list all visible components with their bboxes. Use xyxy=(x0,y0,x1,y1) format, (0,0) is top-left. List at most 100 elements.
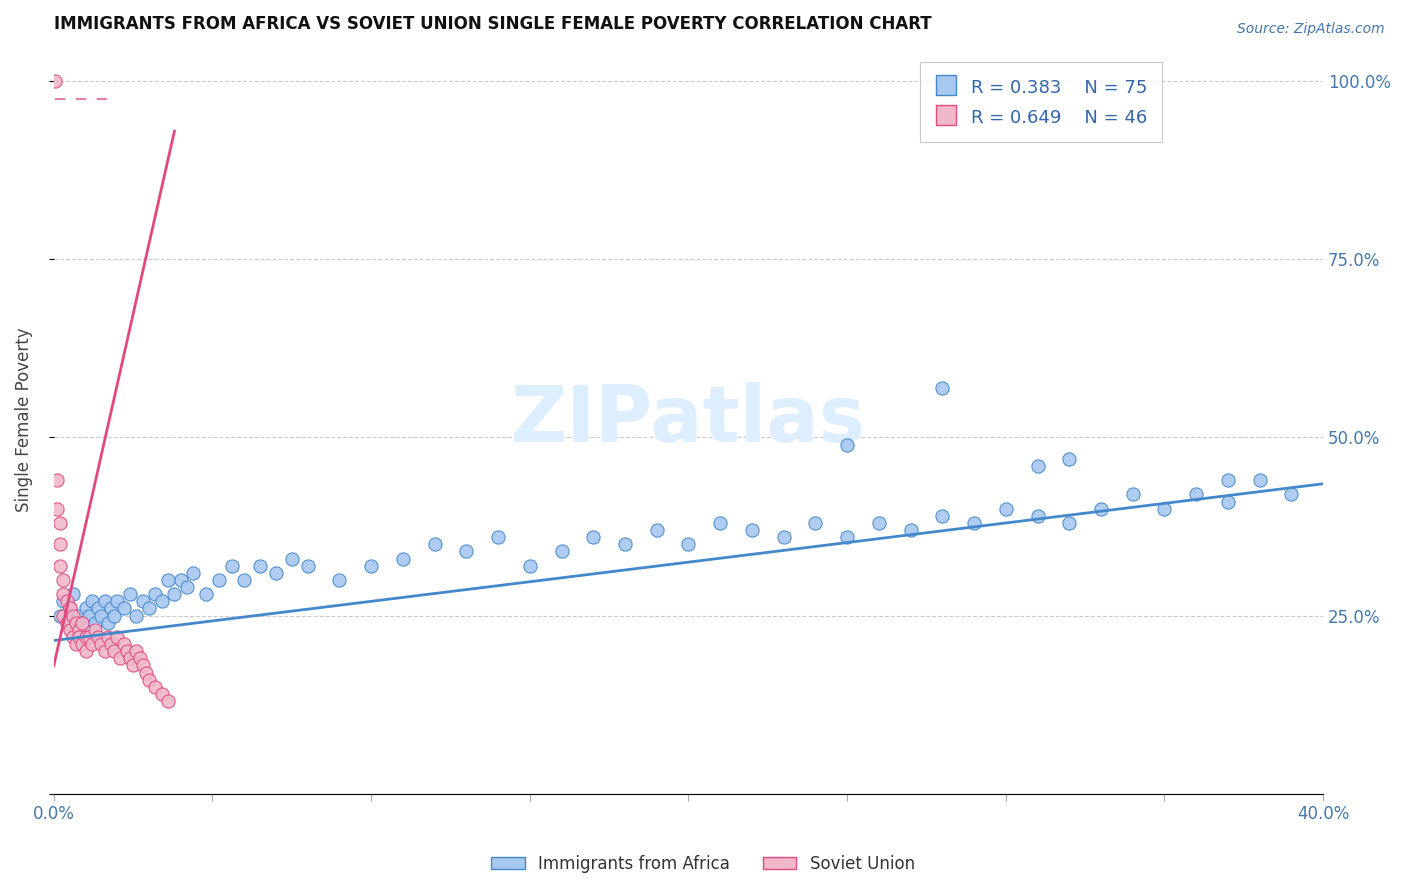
Point xyxy=(281,551,304,566)
Point xyxy=(183,566,205,580)
Point xyxy=(80,594,103,608)
Point xyxy=(423,537,446,551)
Point xyxy=(52,573,75,587)
Point xyxy=(77,608,100,623)
Point xyxy=(328,573,350,587)
Point xyxy=(55,594,77,608)
Point xyxy=(46,501,69,516)
Point xyxy=(72,615,94,630)
Point xyxy=(118,651,141,665)
Point xyxy=(1026,458,1049,473)
Point xyxy=(75,630,97,644)
Point xyxy=(900,523,922,537)
Point xyxy=(97,615,120,630)
Point xyxy=(115,644,138,658)
Point xyxy=(52,594,75,608)
Point xyxy=(128,651,150,665)
Point xyxy=(1059,516,1081,530)
Point xyxy=(1122,487,1144,501)
Point xyxy=(170,573,193,587)
Point xyxy=(360,558,382,573)
Legend: R = 0.383    N = 75, R = 0.649    N = 46: R = 0.383 N = 75, R = 0.649 N = 46 xyxy=(921,62,1161,142)
Point xyxy=(55,615,77,630)
Point xyxy=(157,573,180,587)
Point xyxy=(1216,494,1239,508)
Point xyxy=(176,580,198,594)
Point xyxy=(1185,487,1208,501)
Point xyxy=(67,608,90,623)
Point xyxy=(75,601,97,615)
Point xyxy=(67,630,90,644)
Point xyxy=(163,587,186,601)
Point xyxy=(868,516,890,530)
Point xyxy=(145,587,167,601)
Point xyxy=(519,558,541,573)
Text: ZIPatlas: ZIPatlas xyxy=(510,382,866,458)
Point xyxy=(84,623,107,637)
Point xyxy=(131,594,153,608)
Point xyxy=(994,501,1017,516)
Point xyxy=(645,523,668,537)
Point xyxy=(103,644,125,658)
Point xyxy=(110,651,132,665)
Text: IMMIGRANTS FROM AFRICA VS SOVIET UNION SINGLE FEMALE POVERTY CORRELATION CHART: IMMIGRANTS FROM AFRICA VS SOVIET UNION S… xyxy=(53,15,931,33)
Point xyxy=(195,587,218,601)
Point xyxy=(125,608,148,623)
Y-axis label: Single Female Poverty: Single Female Poverty xyxy=(15,327,32,512)
Point xyxy=(105,630,128,644)
Point xyxy=(135,665,157,680)
Point xyxy=(208,573,231,587)
Point xyxy=(392,551,415,566)
Point xyxy=(1153,501,1175,516)
Point xyxy=(963,516,986,530)
Point xyxy=(1279,487,1302,501)
Point xyxy=(550,544,572,558)
Point xyxy=(65,637,87,651)
Point xyxy=(52,587,75,601)
Point xyxy=(49,537,72,551)
Point xyxy=(100,637,122,651)
Point xyxy=(75,644,97,658)
Point xyxy=(59,601,82,615)
Point xyxy=(118,587,141,601)
Point xyxy=(62,630,84,644)
Point xyxy=(772,530,794,544)
Point xyxy=(112,601,135,615)
Point xyxy=(131,658,153,673)
Point xyxy=(72,615,94,630)
Point xyxy=(103,608,125,623)
Legend: Immigrants from Africa, Soviet Union: Immigrants from Africa, Soviet Union xyxy=(485,848,921,880)
Point xyxy=(122,658,145,673)
Point xyxy=(84,615,107,630)
Point xyxy=(80,637,103,651)
Point xyxy=(97,630,120,644)
Point xyxy=(65,615,87,630)
Point xyxy=(931,381,953,395)
Point xyxy=(709,516,731,530)
Point xyxy=(1249,473,1271,487)
Point xyxy=(77,630,100,644)
Point xyxy=(90,637,112,651)
Point xyxy=(741,523,763,537)
Point xyxy=(138,601,160,615)
Point xyxy=(1059,451,1081,466)
Point xyxy=(93,594,115,608)
Point xyxy=(150,687,173,701)
Point xyxy=(59,623,82,637)
Point xyxy=(100,601,122,615)
Point xyxy=(65,623,87,637)
Point xyxy=(614,537,637,551)
Point xyxy=(837,530,859,544)
Point xyxy=(46,473,69,487)
Point xyxy=(297,558,319,573)
Point xyxy=(456,544,478,558)
Point xyxy=(582,530,605,544)
Point xyxy=(264,566,287,580)
Point xyxy=(87,630,110,644)
Point xyxy=(44,74,66,88)
Point xyxy=(150,594,173,608)
Point xyxy=(249,558,271,573)
Point xyxy=(55,615,77,630)
Point xyxy=(90,608,112,623)
Point xyxy=(804,516,827,530)
